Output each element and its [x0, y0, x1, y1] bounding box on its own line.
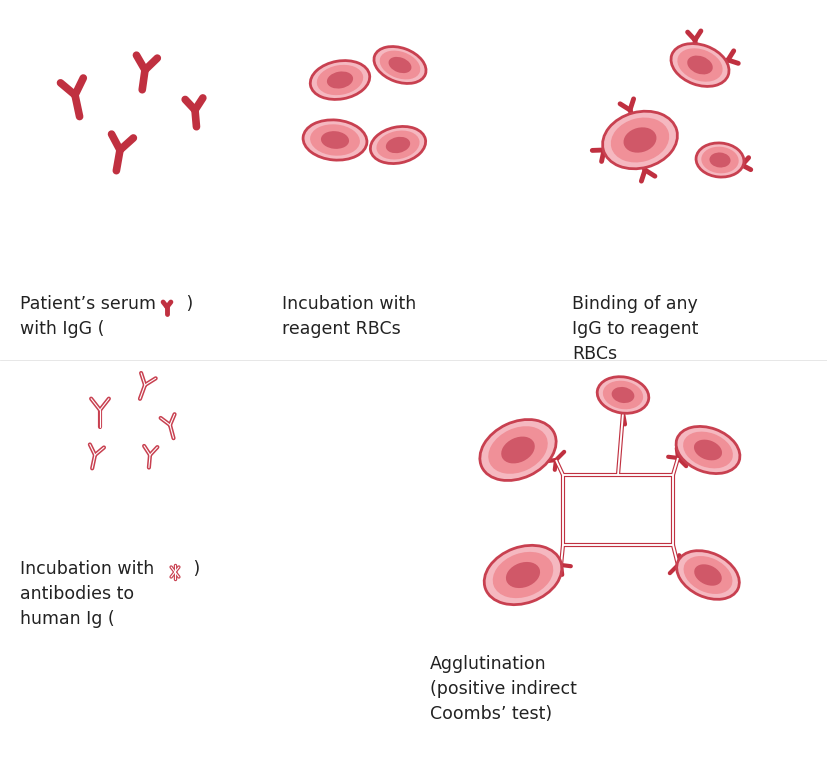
Text: Patient’s serum
with IgG (: Patient’s serum with IgG ( [20, 295, 155, 338]
Ellipse shape [492, 552, 552, 598]
Ellipse shape [385, 137, 409, 153]
Ellipse shape [676, 426, 739, 474]
Ellipse shape [505, 562, 539, 588]
Ellipse shape [310, 124, 360, 156]
Ellipse shape [374, 47, 426, 84]
Text: Agglutination
(positive indirect
Coombs’ test): Agglutination (positive indirect Coombs’… [429, 655, 576, 723]
Text: ): ) [181, 295, 193, 313]
Ellipse shape [488, 426, 547, 474]
Ellipse shape [676, 48, 722, 81]
Ellipse shape [693, 565, 721, 586]
Text: Incubation with
reagent RBCs: Incubation with reagent RBCs [282, 295, 416, 338]
Ellipse shape [327, 71, 352, 88]
Ellipse shape [380, 51, 420, 80]
Ellipse shape [696, 143, 743, 177]
Ellipse shape [480, 419, 556, 480]
Ellipse shape [602, 111, 676, 169]
Ellipse shape [682, 432, 732, 468]
Ellipse shape [683, 556, 732, 594]
Ellipse shape [670, 44, 728, 87]
Ellipse shape [317, 65, 363, 95]
Ellipse shape [376, 131, 419, 160]
Ellipse shape [602, 381, 643, 409]
Ellipse shape [370, 127, 425, 163]
Text: ): ) [188, 560, 200, 578]
Text: Incubation with
antibodies to
human Ig (: Incubation with antibodies to human Ig ( [20, 560, 154, 628]
Ellipse shape [321, 131, 349, 149]
Ellipse shape [500, 436, 534, 464]
Ellipse shape [310, 60, 370, 99]
Ellipse shape [388, 57, 411, 74]
Ellipse shape [700, 147, 738, 174]
Ellipse shape [676, 551, 739, 599]
Ellipse shape [623, 127, 656, 152]
Ellipse shape [303, 120, 366, 160]
Ellipse shape [686, 56, 712, 74]
Ellipse shape [709, 152, 729, 167]
Ellipse shape [596, 377, 648, 414]
Ellipse shape [611, 387, 633, 403]
Ellipse shape [693, 439, 721, 461]
Text: Binding of any
IgG to reagent
RBCs: Binding of any IgG to reagent RBCs [571, 295, 697, 363]
Ellipse shape [484, 545, 561, 604]
Ellipse shape [610, 117, 668, 163]
